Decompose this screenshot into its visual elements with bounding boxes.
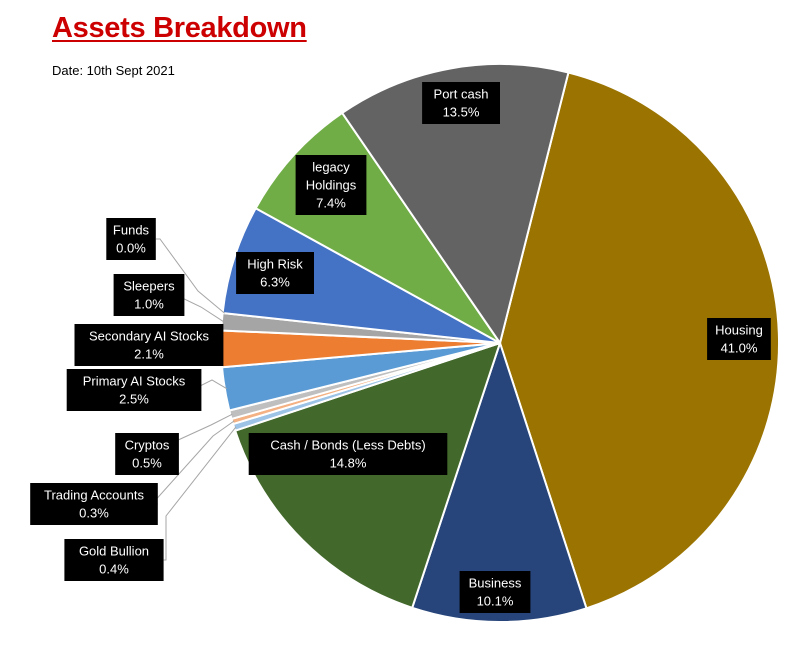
pie-slices [220,63,780,623]
data-label-category: Gold Bullion [79,544,149,559]
data-label-business: Business 10.1% [459,571,531,613]
data-label-value: 0.3% [79,506,109,521]
data-label-box [74,324,224,366]
pie-slice-port-cash [341,63,570,344]
data-label-box [459,571,531,613]
leader-line-cryptos [175,413,233,455]
data-label-secondary-ai-stocks: Secondary AI Stocks 2.1% [74,324,224,366]
data-label-high-risk: High Risk 6.3% [236,252,314,294]
data-label-category: Holdings [306,178,357,193]
data-label-sleepers: Sleepers 1.0% [113,274,185,316]
data-label-cash-bonds-less-debts: Cash / Bonds (Less Debts) 14.8% [248,433,448,475]
data-label-box [66,369,202,411]
data-label-category: Housing [715,323,763,338]
data-label-box [707,318,771,360]
data-label-value: 2.5% [119,392,149,407]
data-label-value: 1.0% [134,297,164,312]
data-label-box [113,274,185,316]
data-label-value: 7.4% [316,196,346,211]
data-label-box [248,433,448,475]
chart-date: Date: 10th Sept 2021 [52,63,175,78]
data-label-box [115,433,179,475]
data-label-value: 0.4% [99,562,129,577]
pie-slice-housing [499,71,780,610]
data-label-category: Funds [113,223,150,238]
data-label-category: Primary AI Stocks [83,374,186,389]
chart-title: Assets Breakdown [52,12,307,44]
data-label-port-cash: Port cash 13.5% [422,82,500,124]
data-label-category: Secondary AI Stocks [89,329,209,344]
pie-slice-business [411,342,588,623]
data-label-category: Trading Accounts [44,488,144,503]
data-label-cryptos: Cryptos 0.5% [115,433,179,475]
data-label-value: 41.0% [721,341,758,356]
data-label-value: 13.5% [443,105,480,120]
data-label-category: High Risk [247,257,303,272]
data-label-value: 6.3% [260,275,290,290]
data-label-value: 14.8% [330,456,367,471]
data-label-funds: Funds 0.0% [106,218,156,260]
data-label-legacy-holdings: legacy Holdings 7.4% [295,155,367,215]
data-label-box [295,155,367,215]
data-label-value: 0.0% [116,241,146,256]
data-label-box [236,252,314,294]
data-label-category: Cryptos [125,438,170,453]
leader-line-funds [155,238,225,314]
data-label-category: Cash / Bonds (Less Debts) [270,438,425,453]
data-label-trading-accounts: Trading Accounts 0.3% [30,483,158,525]
data-label-category: Port cash [434,87,489,102]
data-labels: Housing 41.0% Business 10.1% Cash / Bonds (L… [30,82,771,613]
leader-line-gold-bullion [163,426,237,561]
data-label-value: 2.1% [134,347,164,362]
data-label-gold-bullion: Gold Bullion 0.4% [64,539,164,581]
data-label-housing: Housing 41.0% [707,318,771,360]
data-label-box [30,483,158,525]
data-label-category: Business [469,576,522,591]
data-label-category: Sleepers [123,279,175,294]
data-label-value: 0.5% [132,456,162,471]
data-label-box [64,539,164,581]
data-label-category: legacy [312,160,350,175]
data-label-value: 10.1% [477,594,514,609]
data-label-box [422,82,500,124]
data-label-box [106,218,156,260]
data-label-primary-ai-stocks: Primary AI Stocks 2.5% [66,369,202,411]
